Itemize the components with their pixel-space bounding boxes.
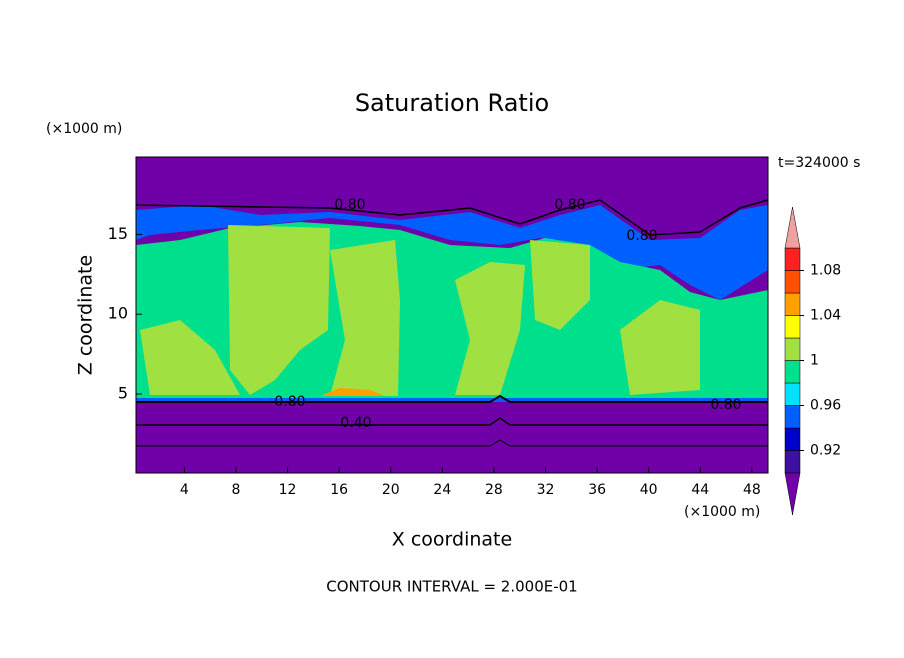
y-tick-label: 10 bbox=[108, 304, 128, 323]
field-region bbox=[136, 398, 768, 402]
colorbar-tick-label: 1 bbox=[810, 353, 819, 369]
y-tick-label: 15 bbox=[108, 224, 128, 243]
x-tick-label: 12 bbox=[279, 482, 297, 498]
contour-label: 0.80 bbox=[334, 197, 365, 213]
colorbar-box bbox=[784, 247, 801, 271]
x-tick-label: 48 bbox=[743, 482, 761, 498]
colorbar-under bbox=[784, 472, 801, 516]
field-region bbox=[140, 320, 240, 395]
x-tick-label: 24 bbox=[433, 482, 451, 498]
field-region bbox=[136, 205, 768, 300]
colorbar-box bbox=[784, 360, 801, 384]
contour-label: 0.40 bbox=[340, 415, 371, 431]
contour-label: 0.80 bbox=[554, 197, 585, 213]
x-tick-label: 32 bbox=[537, 482, 555, 498]
field-region bbox=[620, 300, 700, 395]
plot-frame bbox=[135, 156, 769, 474]
field-region bbox=[320, 388, 385, 396]
colorbar-box bbox=[784, 270, 801, 294]
colorbar-box bbox=[784, 337, 801, 361]
y-unit: (×1000 m) bbox=[46, 121, 122, 137]
time-label: t=324000 s bbox=[778, 155, 860, 171]
colorbar-box bbox=[784, 450, 801, 474]
field-region bbox=[330, 240, 400, 396]
contour-line bbox=[136, 439, 768, 447]
colorbar-over bbox=[784, 206, 801, 249]
x-tick-label: 28 bbox=[485, 482, 503, 498]
x-tick-label: 40 bbox=[640, 482, 658, 498]
field bbox=[135, 157, 769, 473]
contour-label: 0.80 bbox=[710, 397, 741, 413]
colorbar-box bbox=[784, 382, 801, 406]
x-tick-label: 44 bbox=[691, 482, 709, 498]
x-tick-label: 36 bbox=[588, 482, 606, 498]
footer: CONTOUR INTERVAL = 2.000E-01 bbox=[326, 578, 577, 596]
colorbar-tick-label: 0.92 bbox=[810, 443, 841, 459]
contour-line bbox=[136, 394, 768, 403]
contour-line bbox=[135, 199, 769, 236]
colorbar-tick-label: 1.08 bbox=[810, 263, 841, 279]
colorbar-box bbox=[784, 405, 801, 429]
colorbar-tick-label: 0.96 bbox=[810, 398, 841, 414]
y-tick-label: 5 bbox=[118, 384, 128, 403]
colorbar-box bbox=[784, 315, 801, 339]
contour-label: 0.80 bbox=[626, 228, 657, 244]
x-tick-label: 20 bbox=[382, 482, 400, 498]
contour-label: 0.80 bbox=[274, 394, 305, 410]
colorbar-box bbox=[784, 427, 801, 451]
field-region bbox=[530, 240, 590, 330]
x-unit: (×1000 m) bbox=[684, 504, 760, 520]
x-axis-label: X coordinate bbox=[392, 529, 512, 551]
colorbar-box bbox=[784, 292, 801, 316]
x-tick-label: 8 bbox=[231, 482, 240, 498]
field-region bbox=[455, 262, 525, 395]
chart-title: Saturation Ratio bbox=[355, 89, 549, 117]
x-tick-label: 16 bbox=[330, 482, 348, 498]
y-axis-label: Z coordinate bbox=[75, 255, 97, 375]
colorbar-tick-label: 1.04 bbox=[810, 308, 841, 324]
contour-line bbox=[136, 417, 768, 426]
field-region bbox=[228, 225, 330, 395]
x-tick-label: 4 bbox=[180, 482, 189, 498]
